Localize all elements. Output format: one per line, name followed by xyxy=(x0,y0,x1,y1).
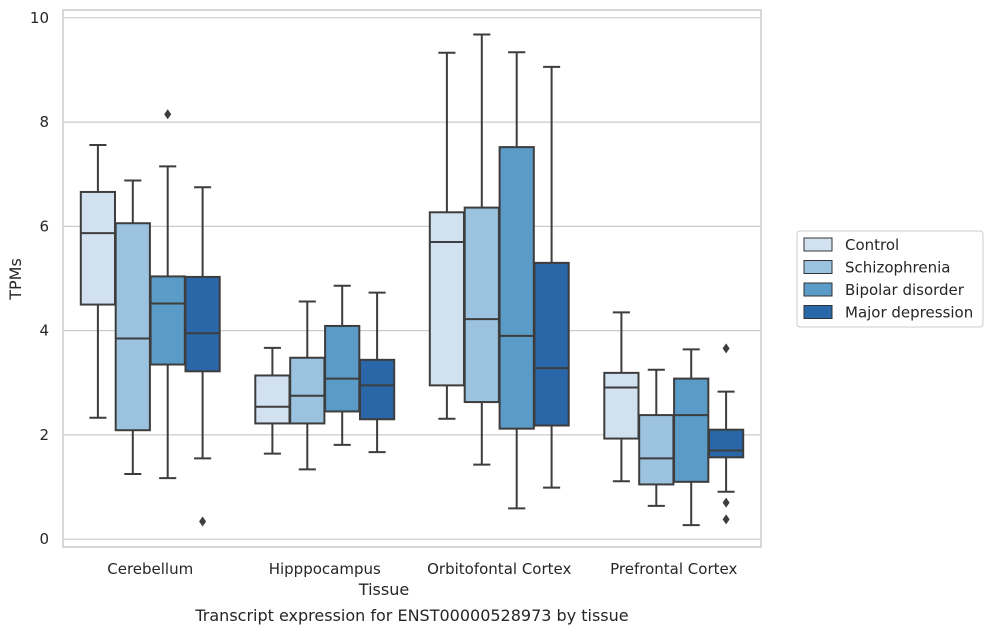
y-tick-label: 0 xyxy=(39,530,49,548)
box-plot xyxy=(603,311,640,483)
x-tick-label: Cerebellum xyxy=(107,560,193,578)
box xyxy=(498,146,535,430)
box-plot xyxy=(498,51,535,510)
legend-swatch xyxy=(803,305,833,319)
x-tick-label: Hipppocampus xyxy=(269,560,381,578)
box-plot xyxy=(149,109,186,480)
legend: Control Schizophrenia Bipolar disorder Majo… xyxy=(796,230,984,328)
box xyxy=(673,377,710,483)
y-tick-label: 6 xyxy=(39,217,49,235)
box-plot xyxy=(114,179,151,476)
box-plot xyxy=(428,51,466,420)
box-plot xyxy=(358,291,396,454)
outlier-marker xyxy=(164,109,172,120)
box xyxy=(149,275,186,366)
box xyxy=(184,275,221,373)
box xyxy=(358,358,396,421)
box-plot xyxy=(289,300,326,471)
legend-label: Control xyxy=(845,236,899,254)
box xyxy=(638,414,675,486)
box-plot xyxy=(707,343,745,525)
y-tick-label: 10 xyxy=(30,9,49,27)
box-plot xyxy=(254,346,291,455)
legend-swatch xyxy=(803,282,833,297)
box-plot xyxy=(673,348,710,527)
x-tick-label: Prefrontal Cortex xyxy=(610,560,737,578)
box-plot xyxy=(533,65,570,489)
box xyxy=(463,206,500,404)
box-plot xyxy=(324,284,361,446)
chart-title: Transcript expression for ENST0000052897… xyxy=(194,606,628,625)
x-axis-ticks: Cerebellum Hipppocampus Orbitofontal Corte… xyxy=(107,560,737,578)
box-plot xyxy=(638,368,675,507)
y-tick-label: 4 xyxy=(39,322,49,340)
box xyxy=(114,222,151,432)
legend-label: Schizophrenia xyxy=(845,259,950,277)
legend-label: Major depression xyxy=(845,304,973,322)
outlier-marker xyxy=(722,343,730,354)
outlier-marker xyxy=(722,497,730,508)
box xyxy=(254,374,291,425)
plot-frame xyxy=(62,9,762,548)
y-axis-ticks: 0 2 4 6 8 10 xyxy=(30,9,49,548)
legend-swatch xyxy=(803,237,833,252)
box-groups xyxy=(79,33,745,527)
y-axis-label: TPMs xyxy=(6,258,25,301)
box xyxy=(289,356,326,425)
box-plot xyxy=(184,186,221,527)
outlier-marker xyxy=(199,516,207,527)
box-plot xyxy=(463,33,500,466)
box xyxy=(79,190,117,306)
legend-frame xyxy=(796,230,984,328)
outlier-marker xyxy=(722,514,730,525)
x-axis-label: Tissue xyxy=(358,580,409,599)
legend-label: Bipolar disorder xyxy=(845,281,965,299)
x-tick-label: Orbitofontal Cortex xyxy=(427,560,571,578)
box-plot xyxy=(79,144,117,419)
box xyxy=(428,211,466,387)
box xyxy=(324,324,361,413)
legend-swatch xyxy=(803,260,833,274)
box xyxy=(603,371,640,440)
box xyxy=(533,261,570,427)
y-tick-label: 8 xyxy=(39,113,49,131)
y-tick-label: 2 xyxy=(39,426,49,444)
box xyxy=(707,428,745,459)
